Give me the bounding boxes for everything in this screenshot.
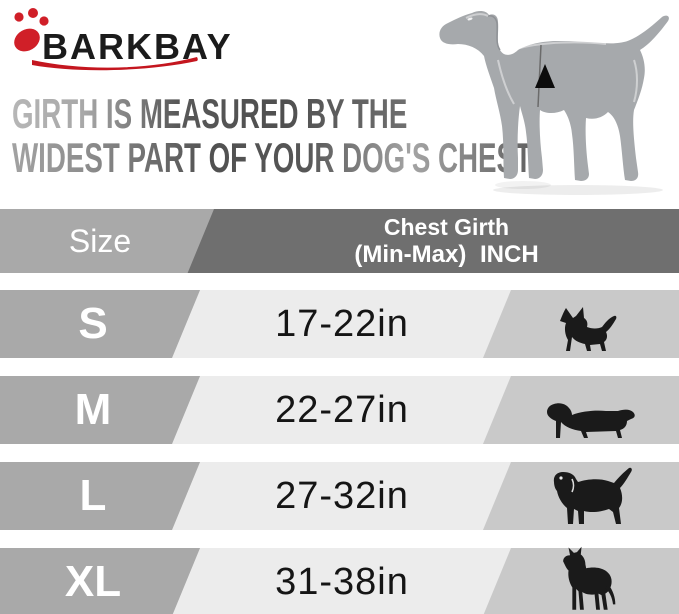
size-m-label: M: [74, 385, 112, 434]
header-size-label: Size: [68, 222, 132, 259]
size-l-girth-range: 27-32in: [275, 474, 409, 517]
dachshund-icon: [524, 376, 656, 444]
table-row-size-s: S 17-22in: [0, 290, 679, 358]
dog-highlights: [465, 13, 638, 105]
dog-ear-contour: [487, 15, 501, 51]
size-l-label: L: [79, 471, 107, 520]
dog-silhouette: [439, 10, 669, 182]
header-girth-line1: Chest Girth: [383, 213, 510, 240]
size-s-girth-range: 17-22in: [275, 302, 409, 345]
dog-eye: [467, 17, 473, 21]
size-m-girth-range: 22-27in: [275, 388, 409, 431]
dog-girth-diagram: [439, 10, 669, 195]
size-s-label: S: [78, 299, 108, 348]
dog-shadow: [493, 185, 663, 195]
header-girth-line2: (Min-Max) INCH: [354, 240, 539, 268]
logo-underline-swoosh: [32, 57, 198, 71]
rottweiler-icon: [524, 462, 656, 530]
girth-measure-line: [537, 44, 542, 108]
headline-line-2: WIDEST PART OF YOUR DOG'S CHEST.: [12, 134, 537, 181]
girth-arrow-marker: [535, 64, 555, 88]
great-dane-icon: [524, 546, 656, 614]
table-row-size-xl: XL 31-38in: [0, 546, 679, 614]
table-header-row: Size Chest Girth (Min-Max) INCH: [0, 209, 679, 273]
headline-line-1: GIRTH IS MEASURED BY THE: [12, 90, 408, 137]
chihuahua-icon: [524, 290, 656, 358]
table-row-size-m: M 22-27in: [0, 376, 679, 444]
paw-print-icon: [14, 8, 49, 52]
header-girth-label: Chest Girth (Min-Max) INCH: [214, 209, 679, 273]
size-xl-label: XL: [64, 557, 122, 606]
brand-logo: BARKBAY: [8, 4, 268, 84]
table-row-size-l: L 27-32in: [0, 462, 679, 530]
measure-instruction-text: GIRTH IS MEASURED BY THE WIDEST PART OF …: [12, 92, 572, 180]
brand-name: BARKBAY: [42, 26, 233, 67]
size-xl-girth-range: 31-38in: [275, 560, 409, 603]
